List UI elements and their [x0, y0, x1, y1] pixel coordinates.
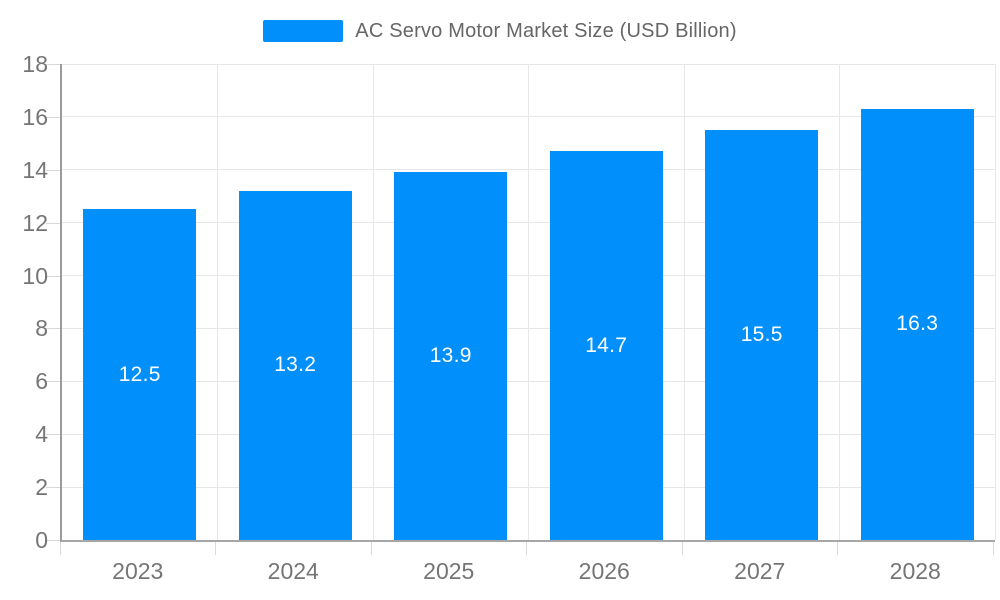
y-axis-label-8: 8	[35, 315, 48, 342]
y-axis-tick-14	[46, 169, 60, 171]
y-axis-label-0: 0	[35, 527, 48, 553]
gridline-v-4	[683, 64, 685, 540]
x-axis-tick-4	[681, 542, 683, 555]
y-axis-tick-4	[46, 434, 60, 436]
bar-2024[interactable]: 13.2	[238, 190, 352, 540]
y-axis-tick-8	[46, 328, 60, 330]
x-axis-label-2024: 2024	[267, 558, 319, 584]
x-axis-tick-6	[992, 542, 994, 555]
gridline-v-3	[528, 64, 529, 540]
bar-value-label-2023: 12.5	[118, 362, 161, 386]
x-axis-tick-0	[59, 542, 61, 555]
x-axis-label-2028: 2028	[889, 558, 941, 584]
y-axis-label-10: 10	[22, 262, 48, 289]
x-axis-label-2027: 2027	[734, 558, 786, 584]
y-axis-tick-10	[46, 275, 60, 277]
x-axis-tick-1	[215, 542, 216, 555]
y-axis-label-16: 16	[22, 103, 48, 130]
bar-2025[interactable]: 13.9	[394, 172, 508, 540]
x-axis-tick-5	[837, 542, 838, 555]
bar-2027[interactable]: 15.5	[705, 130, 819, 540]
legend-marker-icon	[263, 20, 344, 42]
bar-value-label-2025: 13.9	[429, 344, 472, 368]
y-axis-tick-2	[46, 487, 60, 489]
bar-value-label-2024: 13.2	[274, 353, 317, 377]
bar-value-label-2028: 16.3	[896, 312, 939, 336]
x-axis-label-2023: 2023	[112, 558, 164, 584]
bar-2026[interactable]: 14.7	[549, 151, 663, 540]
y-axis-label-2: 2	[35, 474, 48, 501]
gridline-v-5	[839, 64, 840, 540]
legend-label: AC Servo Motor Market Size (USD Billion)	[355, 19, 737, 42]
bar-value-label-2026: 14.7	[585, 333, 628, 357]
bar-2028[interactable]: 16.3	[860, 108, 974, 540]
y-axis-tick-0	[46, 540, 60, 541]
y-axis-label-12: 12	[22, 209, 48, 236]
y-axis-label-14: 14	[22, 156, 48, 183]
x-axis-tick-2	[370, 542, 372, 555]
legend-item[interactable]: AC Servo Motor Market Size (USD Billion)	[0, 16, 1000, 46]
bar-value-label-2027: 15.5	[740, 323, 783, 347]
y-axis-label-18: 18	[22, 51, 48, 77]
gridline-v-2	[372, 64, 374, 540]
y-axis-tick-6	[46, 381, 60, 383]
gridline-v-6	[994, 64, 996, 540]
x-axis-tick-3	[526, 542, 527, 555]
gridline-v-1	[217, 64, 218, 540]
y-axis-label-4: 4	[35, 421, 48, 448]
y-axis-label-6: 6	[35, 368, 48, 395]
x-axis-label-2025: 2025	[423, 558, 475, 584]
y-axis-tick-18	[46, 64, 60, 65]
x-axis-label-2026: 2026	[578, 558, 630, 584]
bar-2023[interactable]: 12.5	[83, 209, 197, 540]
y-axis-tick-12	[46, 222, 60, 224]
y-axis-tick-16	[46, 116, 60, 118]
plot-area: 12.5 13.2 13.9 14.7 15.5 16.3	[60, 63, 996, 542]
